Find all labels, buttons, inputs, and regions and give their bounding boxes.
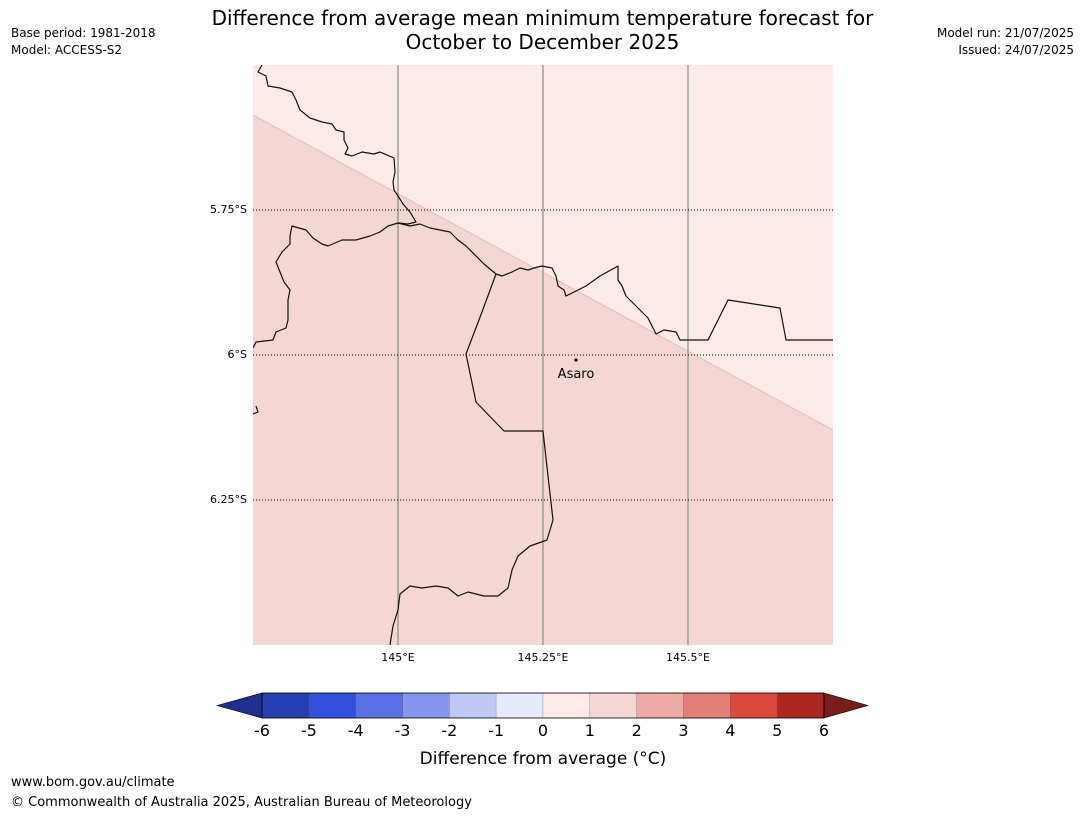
footer-url[interactable]: www.bom.gov.au/climate	[11, 775, 175, 790]
colorbar-tick-label: -6	[254, 721, 270, 740]
chart-title: Difference from average mean minimum tem…	[0, 6, 1085, 54]
colorbar-segment	[355, 692, 403, 719]
colorbar-extend-low	[215, 692, 263, 719]
colorbar-tick-label: -1	[488, 721, 504, 740]
colorbar-tick-label: 3	[678, 721, 688, 740]
lon-label-145: 145°E	[381, 651, 414, 664]
lat-label-6: 6°S	[228, 348, 247, 361]
colorbar-tick-label: 5	[772, 721, 782, 740]
map-area	[253, 65, 833, 645]
asaro-marker	[574, 358, 578, 362]
lat-label-6-25: 6.25°S	[210, 493, 247, 506]
lat-label-5-75: 5.75°S	[210, 203, 247, 216]
colorbar-segment	[261, 692, 310, 719]
colorbar-tick-label: -3	[395, 721, 411, 740]
colorbar-segment	[636, 692, 684, 719]
colorbar-extend-high	[823, 692, 870, 719]
colorbar-label: Difference from average (°C)	[420, 749, 667, 769]
issued-date: Issued: 24/07/2025	[958, 43, 1074, 57]
colorbar-tick-label: -5	[301, 721, 317, 740]
colorbar-tick-label: 1	[585, 721, 595, 740]
colorbar-segment	[402, 692, 450, 719]
meta-right: Model run: 21/07/2025 Issued: 24/07/2025	[937, 25, 1074, 59]
lon-label-145-25: 145.25°E	[518, 651, 569, 664]
place-label-asaro: Asaro	[558, 367, 595, 382]
colorbar-frame	[261, 692, 825, 719]
province-boundaries	[253, 65, 833, 645]
model-run: Model run: 21/07/2025	[936, 26, 1074, 40]
colorbar-segment	[683, 692, 731, 719]
title-line-1: Difference from average mean minimum tem…	[211, 6, 874, 30]
colorbar-tick-label: -2	[441, 721, 457, 740]
base-period: Base period: 1981-2018	[11, 26, 156, 40]
model-name: Model: ACCESS-S2	[11, 43, 123, 57]
lon-label-145-5: 145.5°E	[666, 651, 710, 664]
colorbar-segment	[542, 692, 591, 719]
footer-copyright: © Commonwealth of Australia 2025, Austra…	[11, 795, 472, 810]
colorbar-segment	[449, 692, 497, 719]
title-line-2: October to December 2025	[405, 30, 680, 54]
colorbar-segment	[308, 692, 356, 719]
colorbar: -6 -5 -4 -3 -2 -1 0 1 2 3 4 5 6	[215, 692, 870, 740]
colorbar-tick-label: 4	[725, 721, 735, 740]
colorbar-tick-label: 0	[538, 721, 548, 740]
colorbar-tick-label: -4	[348, 721, 364, 740]
colorbar-segment	[730, 692, 778, 719]
colorbar-segment	[495, 692, 544, 719]
colorbar-tick-label: 2	[632, 721, 642, 740]
colorbar-segment	[776, 692, 825, 719]
meta-left: Base period: 1981-2018 Model: ACCESS-S2	[11, 25, 156, 59]
colorbar-segment	[589, 692, 637, 719]
colorbar-tick-label: 6	[819, 721, 829, 740]
